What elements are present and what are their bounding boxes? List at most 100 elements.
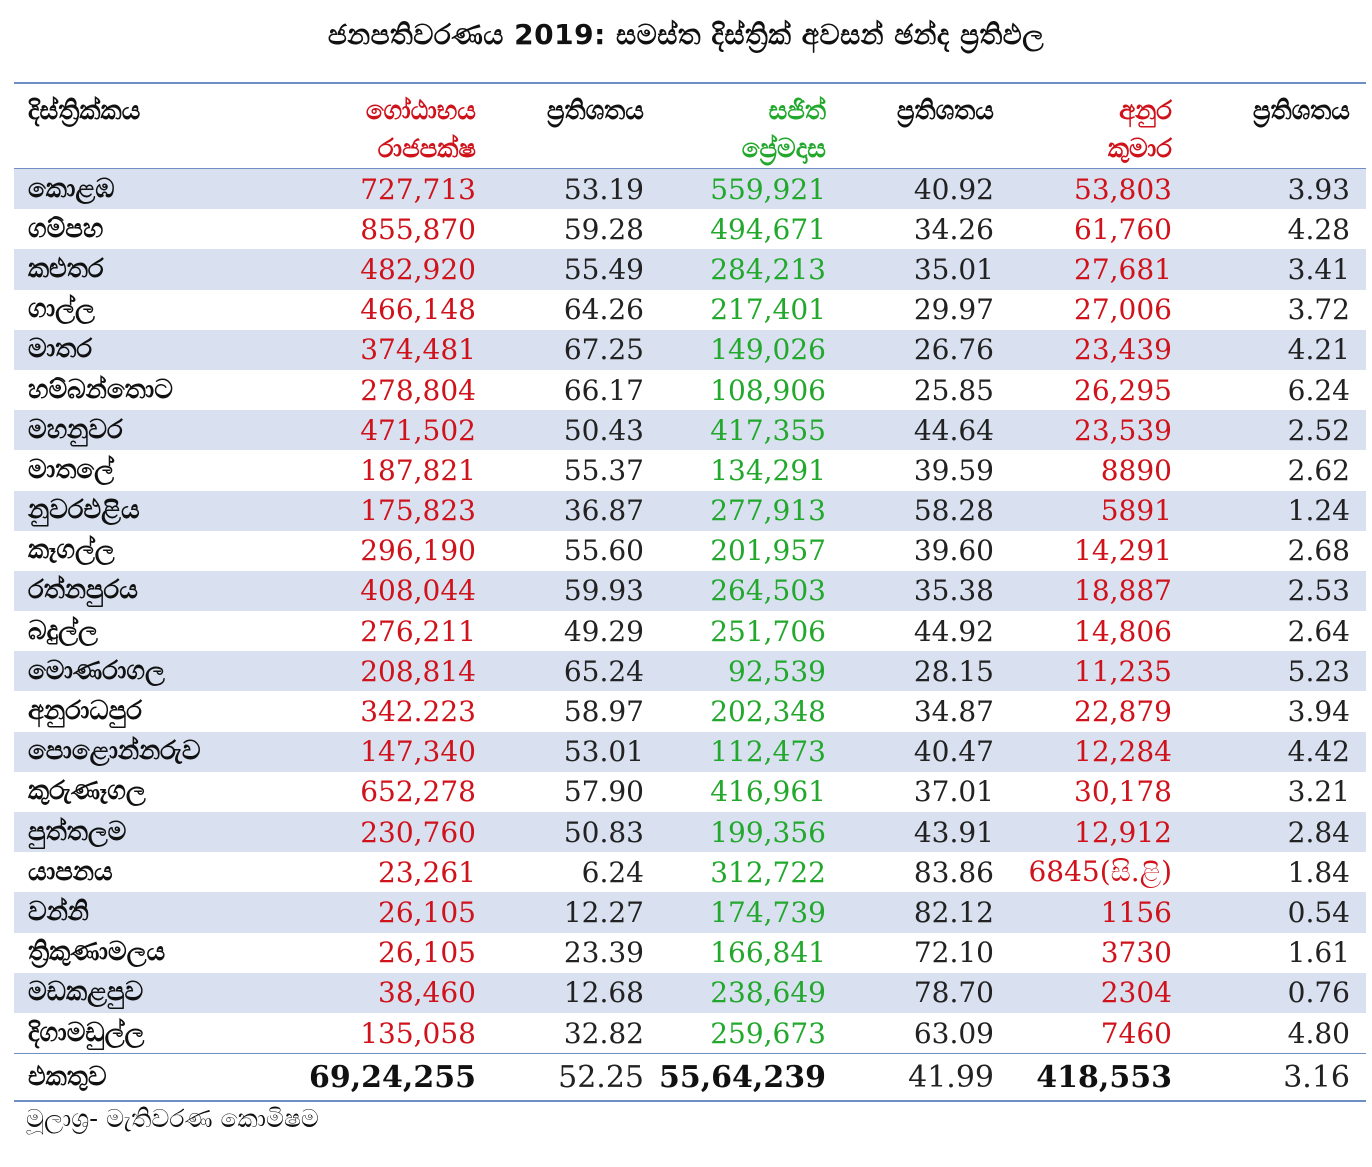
district-name: කුරුණෑගල [28, 776, 146, 807]
gotabaya-pct: 57.90 [563, 775, 644, 809]
district-name: කෑගල්ල [28, 535, 115, 566]
district-name: හම්බන්තොට [28, 374, 173, 405]
gotabaya-pct: 55.60 [563, 534, 644, 568]
sajith-pct: 37.01 [913, 775, 994, 809]
sajith-votes: 494,671 [710, 212, 826, 246]
sajith-votes: 312,722 [710, 855, 826, 889]
anura-pct: 2.68 [1287, 534, 1350, 568]
gotabaya-votes: 23,261 [378, 855, 476, 889]
anura-votes: 18,887 [1074, 574, 1172, 608]
total-anura-pct: 3.16 [1283, 1059, 1350, 1095]
table-row: මඩකළපුව 38,460 12.68 238,649 78.70 2304 0.76 [14, 972, 1366, 1013]
district-name: ගම්පහ [28, 213, 104, 244]
sajith-pct: 29.97 [913, 293, 994, 327]
sajith-votes: 417,355 [710, 413, 826, 447]
district-name: බදුල්ල [28, 615, 98, 646]
source-note: මූලාශ්‍ර- මැතිවරණ කොමිෂම [26, 1104, 319, 1133]
gotabaya-votes: 466,148 [360, 293, 476, 327]
sajith-pct: 39.59 [913, 453, 994, 487]
anura-votes: 1156 [1100, 895, 1172, 929]
anura-votes: 5891 [1100, 494, 1172, 528]
sajith-votes: 202,348 [710, 695, 826, 729]
table-row: කළුතර 482,920 55.49 284,213 35.01 27,681 3.41 [14, 249, 1366, 290]
gotabaya-votes: 278,804 [360, 373, 476, 407]
table-row: ත්‍රිකුණාමලය 26,105 23.39 166,841 72.10 3730 1… [14, 933, 1366, 973]
sajith-pct: 44.92 [913, 614, 994, 648]
district-name: අනුරාධපුර [28, 696, 142, 727]
table-row: වන්නි 26,105 12.27 174,739 82.12 1156 0.54 [14, 892, 1366, 933]
anura-pct: 4.28 [1287, 212, 1350, 246]
header-anura: අනුර කුමාර [994, 84, 1172, 168]
district-name: කොළඹ [28, 173, 115, 204]
gotabaya-votes: 855,870 [360, 212, 476, 246]
gotabaya-votes: 374,481 [360, 333, 476, 367]
table-header: දිස්ත්‍රික්කය ගෝඨාභය රාජපක්ෂ ප්‍රතිශතය ස… [14, 84, 1366, 169]
anura-pct: 3.21 [1287, 775, 1350, 809]
anura-votes: 27,681 [1074, 252, 1172, 286]
anura-pct: 2.64 [1287, 614, 1350, 648]
table-row: පුත්තලම 230,760 50.83 199,356 43.91 12,912 2.8… [14, 812, 1366, 853]
sajith-pct: 44.64 [913, 413, 994, 447]
sajith-pct: 82.12 [913, 895, 994, 929]
anura-pct: 0.54 [1287, 895, 1350, 929]
anura-pct: 2.62 [1287, 453, 1350, 487]
anura-pct: 3.94 [1287, 695, 1350, 729]
district-name: මඩකළපුව [28, 977, 144, 1008]
district-name: නුවරඑළිය [28, 495, 140, 526]
sajith-votes: 284,213 [710, 252, 826, 286]
district-name: පොළොන්නරුව [28, 736, 201, 767]
gotabaya-pct: 58.97 [563, 695, 644, 729]
anura-votes: 8890 [1100, 453, 1172, 487]
anura-votes: 27,006 [1074, 293, 1172, 327]
gotabaya-pct: 53.01 [563, 735, 644, 769]
table-row: රත්නපුරය 408,044 59.93 264,503 35.38 18,887 2.… [14, 570, 1366, 612]
gotabaya-pct: 55.49 [563, 252, 644, 286]
sajith-votes: 92,539 [728, 654, 826, 688]
sajith-votes: 238,649 [710, 976, 826, 1010]
gotabaya-votes: 408,044 [360, 574, 476, 608]
gotabaya-pct: 12.68 [563, 976, 644, 1010]
anura-pct: 3.41 [1287, 252, 1350, 286]
table-row: ගාල්ල 466,148 64.26 217,401 29.97 27,006 3.72 [14, 290, 1366, 330]
anura-votes: 22,879 [1074, 695, 1172, 729]
anura-pct: 4.80 [1287, 1016, 1350, 1050]
gotabaya-pct: 59.93 [563, 574, 644, 608]
sajith-votes: 259,673 [710, 1016, 826, 1050]
gotabaya-pct: 53.19 [563, 172, 644, 206]
table-row: හම්බන්තොට 278,804 66.17 108,906 25.85 26,295 6… [14, 370, 1366, 410]
gotabaya-pct: 12.27 [563, 895, 644, 929]
gotabaya-votes: 296,190 [360, 534, 476, 568]
district-name: යාපනය [28, 856, 113, 887]
header-gotabaya: ගෝඨාභය රාජපක්ෂ [304, 84, 476, 168]
sajith-pct: 40.92 [913, 172, 994, 206]
total-label: එකතුව [28, 1061, 107, 1092]
gotabaya-votes: 471,502 [360, 413, 476, 447]
gotabaya-votes: 175,823 [360, 494, 476, 528]
gotabaya-pct: 36.87 [563, 494, 644, 528]
anura-votes: 6845(සි.ළි) [1028, 855, 1172, 889]
sajith-pct: 72.10 [913, 936, 994, 970]
sajith-pct: 25.85 [913, 373, 994, 407]
sajith-pct: 83.86 [913, 855, 994, 889]
sajith-votes: 108,906 [710, 373, 826, 407]
sajith-pct: 26.76 [913, 333, 994, 367]
anura-votes: 61,760 [1074, 212, 1172, 246]
gotabaya-pct: 64.26 [563, 293, 644, 327]
anura-votes: 23,539 [1074, 413, 1172, 447]
total-sajith-votes: 55,64,239 [658, 1059, 826, 1095]
sajith-votes: 559,921 [710, 172, 826, 206]
gotabaya-votes: 26,105 [378, 895, 476, 929]
anura-votes: 14,806 [1074, 614, 1172, 648]
gotabaya-votes: 652,278 [360, 775, 476, 809]
header-district: දිස්ත්‍රික්කය [28, 96, 141, 126]
gotabaya-pct: 66.17 [563, 373, 644, 407]
district-name: රත්නපුරය [28, 575, 138, 606]
anura-votes: 12,912 [1074, 815, 1172, 849]
anura-votes: 12,284 [1074, 735, 1172, 769]
total-row: එකතුව 69,24,255 52.25 55,64,239 41.99 41… [14, 1053, 1366, 1103]
sajith-pct: 78.70 [913, 976, 994, 1010]
anura-votes: 3730 [1100, 936, 1172, 970]
sajith-pct: 40.47 [913, 735, 994, 769]
sajith-votes: 217,401 [710, 293, 826, 327]
header-gotabaya-line1: ගෝඨාභය [365, 96, 476, 126]
